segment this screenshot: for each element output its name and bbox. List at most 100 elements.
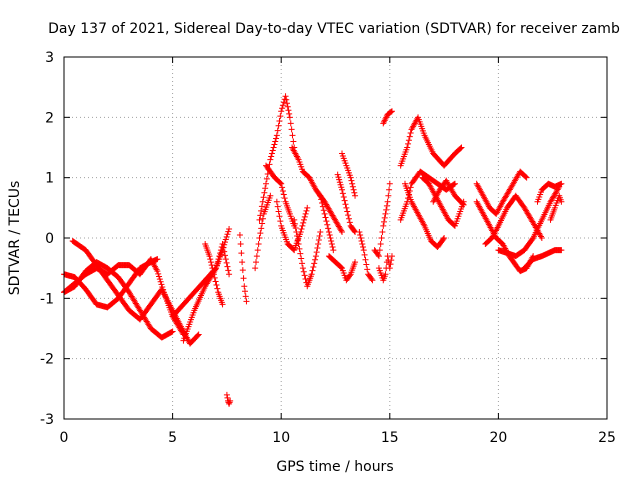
data-point	[224, 263, 231, 270]
data-point	[298, 225, 305, 232]
data-point	[272, 138, 279, 145]
data-point	[223, 259, 230, 266]
data-point	[558, 247, 565, 254]
data-point	[216, 253, 223, 260]
series-arc33	[521, 247, 565, 272]
data-point	[441, 235, 448, 241]
data-point	[460, 201, 467, 208]
data-point	[309, 267, 316, 274]
data-point	[350, 186, 357, 193]
data-point	[221, 252, 228, 259]
data-point	[457, 145, 464, 152]
x-tick-label: 20	[489, 430, 507, 446]
data-point	[322, 214, 329, 221]
data-point	[406, 133, 413, 140]
data-point	[300, 268, 307, 275]
data-point	[276, 213, 283, 220]
data-point	[291, 220, 298, 227]
data-point	[278, 180, 285, 187]
series-arc4	[61, 256, 187, 338]
data-point	[357, 231, 364, 238]
data-point	[154, 268, 161, 275]
data-point	[270, 144, 277, 151]
data-point	[259, 215, 266, 222]
data-point	[275, 208, 282, 215]
y-tick-label: 0	[45, 231, 54, 247]
data-point	[286, 110, 293, 117]
data-point	[558, 198, 565, 205]
data-point	[210, 271, 217, 278]
series-arc17	[325, 253, 359, 284]
x-tick-label: 0	[60, 430, 69, 446]
data-point	[352, 259, 359, 266]
data-point	[369, 277, 376, 284]
data-point	[156, 276, 163, 283]
data-point	[404, 144, 411, 151]
data-point	[267, 156, 274, 163]
data-point	[273, 135, 280, 142]
data-point	[215, 256, 222, 263]
x-tick-label: 25	[598, 430, 616, 446]
data-point	[339, 186, 346, 193]
data-points	[61, 93, 565, 407]
data-point	[258, 207, 265, 214]
data-point	[275, 122, 282, 129]
x-tick-label: 5	[168, 430, 177, 446]
data-point	[339, 228, 346, 235]
series-arc31	[482, 192, 545, 248]
data-point	[294, 237, 301, 244]
y-tick-label: -1	[40, 291, 54, 307]
data-point	[157, 278, 164, 285]
data-point	[318, 196, 325, 203]
data-point	[261, 189, 268, 196]
data-point	[222, 256, 229, 263]
data-point	[154, 256, 161, 263]
data-point	[303, 207, 310, 214]
axes: 0 5 10 15 20 25 -3 -2 -1 0 1 2 3	[40, 50, 616, 446]
data-point	[285, 107, 292, 114]
data-point	[312, 253, 319, 260]
data-point	[383, 202, 390, 209]
data-point	[342, 201, 349, 208]
data-point	[388, 108, 395, 115]
series-arc13	[289, 144, 346, 235]
data-point	[315, 237, 322, 244]
data-point	[279, 184, 286, 191]
data-point	[325, 228, 332, 235]
data-point	[226, 271, 233, 278]
data-point	[339, 190, 346, 197]
data-point	[320, 207, 327, 214]
data-point	[284, 103, 291, 110]
data-point	[407, 130, 414, 137]
data-point	[349, 183, 356, 190]
series-arc12	[262, 162, 298, 229]
data-point	[538, 235, 545, 241]
data-point	[281, 195, 288, 202]
data-point	[345, 215, 352, 222]
data-point	[291, 216, 298, 223]
data-point	[255, 241, 262, 248]
data-point	[315, 241, 322, 248]
data-point	[293, 228, 300, 235]
data-point	[254, 247, 261, 254]
series-arc19	[339, 150, 359, 199]
data-point	[267, 192, 274, 199]
data-point	[451, 180, 458, 187]
data-point	[312, 256, 319, 263]
data-point	[299, 222, 306, 229]
data-point	[236, 231, 243, 238]
data-point	[290, 138, 297, 145]
data-point	[321, 210, 328, 217]
data-point	[337, 181, 344, 188]
data-point	[385, 192, 392, 199]
series-arc14	[273, 198, 311, 254]
data-point	[259, 220, 266, 227]
data-point	[224, 231, 231, 238]
data-point	[358, 238, 365, 245]
data-point	[327, 235, 334, 241]
data-point	[211, 274, 218, 281]
data-point	[282, 93, 289, 100]
series-arc34	[534, 180, 565, 205]
chart-title: Day 137 of 2021, Sidereal Day-to-day VTE…	[48, 21, 620, 37]
data-point	[239, 267, 246, 274]
